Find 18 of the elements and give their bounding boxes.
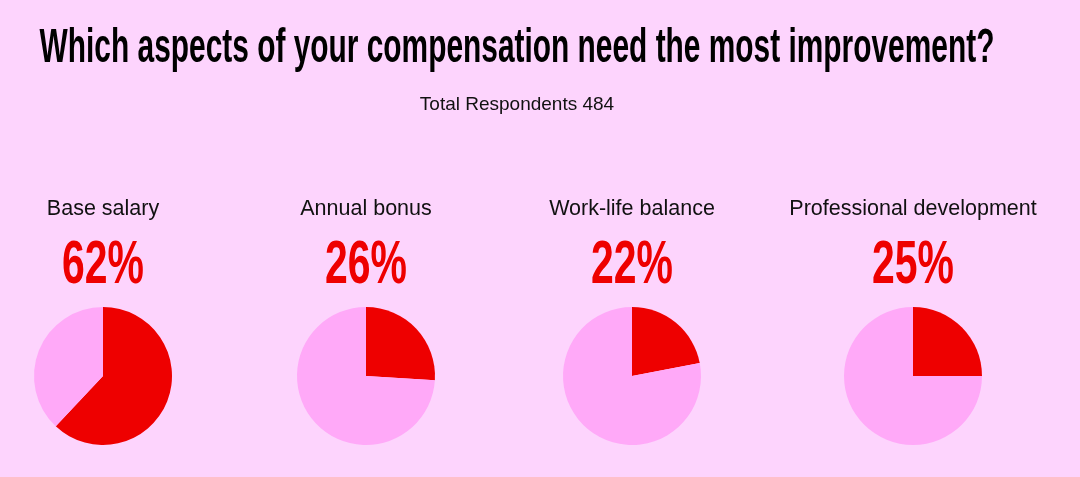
pie-slice xyxy=(563,307,701,445)
pie-slice xyxy=(632,307,700,376)
chart-title: Base salary xyxy=(46,196,160,220)
pie-slice xyxy=(55,307,172,445)
chart-title: Annual bonus xyxy=(300,196,432,220)
pie-slice xyxy=(366,307,435,381)
data-label: 22% xyxy=(591,226,673,296)
chart-title: Work-life balance xyxy=(549,196,715,220)
pie-slice xyxy=(844,307,982,445)
chart-title: Professional development xyxy=(789,196,1037,220)
data-label: 62% xyxy=(62,226,144,296)
pie-slice xyxy=(913,307,982,376)
data-label: 26% xyxy=(325,226,407,296)
text: Which aspects of your compensation need the most improvement? xyxy=(39,17,995,73)
data-label: 25% xyxy=(872,226,954,296)
text: Total Respondents 484 xyxy=(419,93,615,114)
pie-slice xyxy=(34,307,103,427)
pie-slice xyxy=(297,307,435,445)
